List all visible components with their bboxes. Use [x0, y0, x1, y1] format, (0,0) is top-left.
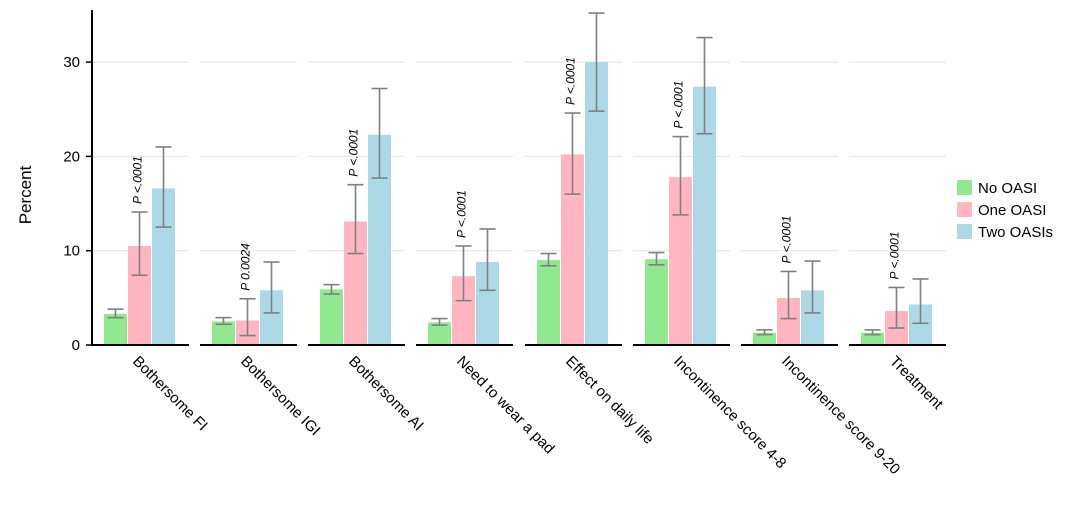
- category-label: Incontinence score 9-20: [778, 353, 903, 478]
- bar-4-1: [428, 322, 451, 345]
- p-value-annotation: P <.0001: [455, 190, 469, 238]
- bar-6-1: [645, 259, 668, 345]
- bar-2-1: [212, 321, 235, 345]
- bar-6-2: [669, 177, 692, 345]
- bar-5-3: [585, 62, 608, 345]
- legend-swatch-3: [957, 224, 972, 239]
- p-value-annotations: P <.0001 P 0.0024 P <.0001 P <.0001 P <.0001…: [131, 57, 902, 291]
- category-label: Bothersome AI: [345, 353, 427, 435]
- error-bars: [107, 12, 929, 337]
- bar-8-1: [861, 332, 884, 345]
- bar-3-3: [368, 134, 391, 345]
- y-tick-label: 10: [63, 243, 80, 260]
- bar-1-1: [104, 313, 127, 345]
- legend-label-2: One OASI: [978, 202, 1046, 219]
- bar-3-1: [320, 289, 343, 345]
- bar-4-3: [476, 262, 499, 345]
- bar-3-2: [344, 221, 367, 345]
- p-value-annotation: P <.0001: [672, 81, 686, 129]
- bar-4-2: [452, 276, 475, 345]
- bar-8-3: [909, 304, 932, 345]
- category-label: Treatment: [886, 353, 947, 414]
- category-label: Bothersome FI: [129, 353, 211, 435]
- axes: 0 10 20 30: [63, 10, 946, 354]
- bar-6-3: [693, 86, 716, 346]
- category-label: Effect on daily life: [562, 353, 657, 448]
- category-labels: Bothersome FI Bothersome IGI Bothersome AI…: [129, 353, 947, 478]
- bar-5-1: [537, 260, 560, 345]
- category-label: Bothersome IGI: [237, 353, 323, 439]
- bars: [104, 62, 932, 346]
- category-label: Need to wear a pad: [453, 353, 558, 458]
- bar-2-3: [260, 290, 283, 345]
- bar-5-2: [561, 154, 584, 345]
- y-axis-label: Percent: [16, 165, 35, 224]
- legend-label-1: No OASI: [978, 180, 1037, 197]
- bar-7-1: [753, 332, 776, 345]
- bar-7-2: [777, 297, 800, 345]
- p-value-annotation: P <.0001: [888, 232, 902, 280]
- y-tick-label: 30: [63, 54, 80, 71]
- bar-7-3: [801, 290, 824, 345]
- legend: No OASI One OASI Two OASIs: [957, 180, 1053, 241]
- legend-swatch-1: [957, 180, 972, 195]
- p-value-annotation: P <.0001: [780, 216, 794, 264]
- legend-label-3: Two OASIs: [978, 224, 1053, 241]
- p-value-annotation: P 0.0024: [239, 243, 253, 291]
- legend-swatch-2: [957, 202, 972, 217]
- bar-1-2: [128, 245, 151, 345]
- y-tick-label: 20: [63, 148, 80, 165]
- gridlines: [92, 61, 946, 252]
- y-tick-label: 0: [72, 337, 80, 354]
- p-value-annotation: P <.0001: [564, 57, 578, 105]
- p-value-annotation: P <.0001: [347, 129, 361, 177]
- category-label: Incontinence score 4-8: [670, 353, 789, 472]
- p-value-annotation: P <.0001: [131, 156, 145, 204]
